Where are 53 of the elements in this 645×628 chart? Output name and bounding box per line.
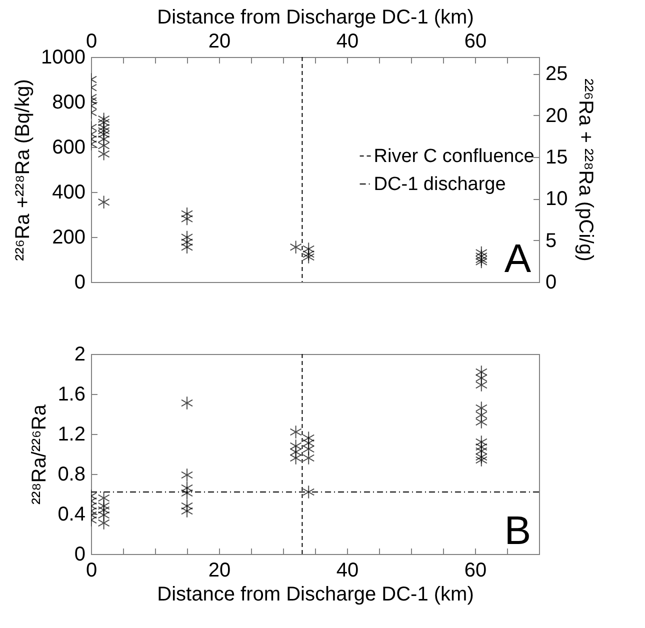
y-axis-title: ²²⁸Ra/²²⁶Ra [28, 404, 51, 504]
annotation: B [504, 509, 531, 553]
point [475, 378, 488, 392]
y2-axis-title: ²²⁶Ra + ²²⁸Ra (pCi/g) [574, 78, 597, 262]
y-tick-label: 600 [52, 136, 86, 158]
y2-tick-label: 5 [546, 230, 557, 252]
ref-line-label: River C confluence [374, 146, 534, 167]
y-axis-title: ²²⁶Ra +²²⁸Ra (Bq/kg) [12, 79, 34, 261]
point [181, 212, 193, 226]
point [290, 425, 302, 439]
x-tick-label: 40 [336, 30, 359, 52]
x-tick-label: 20 [208, 560, 231, 582]
x-axis-title: Distance from Discharge DC-1 (km) [157, 584, 474, 606]
y2-tick-label: 0 [546, 272, 557, 294]
x-tick-label: 60 [464, 30, 487, 52]
y2-tick-label: 20 [546, 104, 568, 127]
x-tick-label: 60 [464, 560, 487, 582]
point [181, 486, 193, 500]
y2-tick-label: 10 [546, 188, 568, 210]
legend-label: DC-1 discharge [374, 174, 506, 195]
y-tick-label: 0.4 [58, 504, 86, 526]
x-axis-title: Distance from Discharge DC-1 (km) [157, 6, 474, 28]
y-tick-label: 200 [52, 226, 86, 248]
y-tick-label: 800 [52, 92, 86, 114]
y-tick-label: 0.8 [58, 464, 86, 486]
point [302, 485, 315, 499]
y-tick-label: 1.6 [58, 384, 86, 406]
point [475, 453, 488, 467]
x-tick-label: 20 [208, 30, 231, 52]
point [290, 451, 302, 465]
y-tick-label: 0 [74, 272, 86, 294]
y-tick-label: 1.2 [58, 424, 86, 446]
point [98, 195, 110, 209]
point [181, 240, 193, 254]
point [98, 516, 110, 530]
y-tick-label: 1000 [41, 46, 86, 68]
y2-tick-label: 15 [546, 146, 568, 168]
point [302, 451, 315, 465]
point [302, 250, 315, 264]
annotation: A [504, 237, 532, 281]
x-tick-label: 40 [336, 560, 359, 582]
point [98, 147, 110, 161]
point [290, 240, 302, 254]
point [181, 468, 193, 482]
y-tick-label: 0 [74, 544, 86, 566]
point [181, 396, 193, 410]
point [181, 235, 193, 249]
y-tick-label: 2 [74, 344, 86, 366]
point [181, 504, 193, 518]
y2-tick-label: 25 [546, 63, 568, 86]
point [475, 254, 488, 269]
y-tick-label: 400 [52, 182, 86, 204]
point [475, 415, 488, 429]
